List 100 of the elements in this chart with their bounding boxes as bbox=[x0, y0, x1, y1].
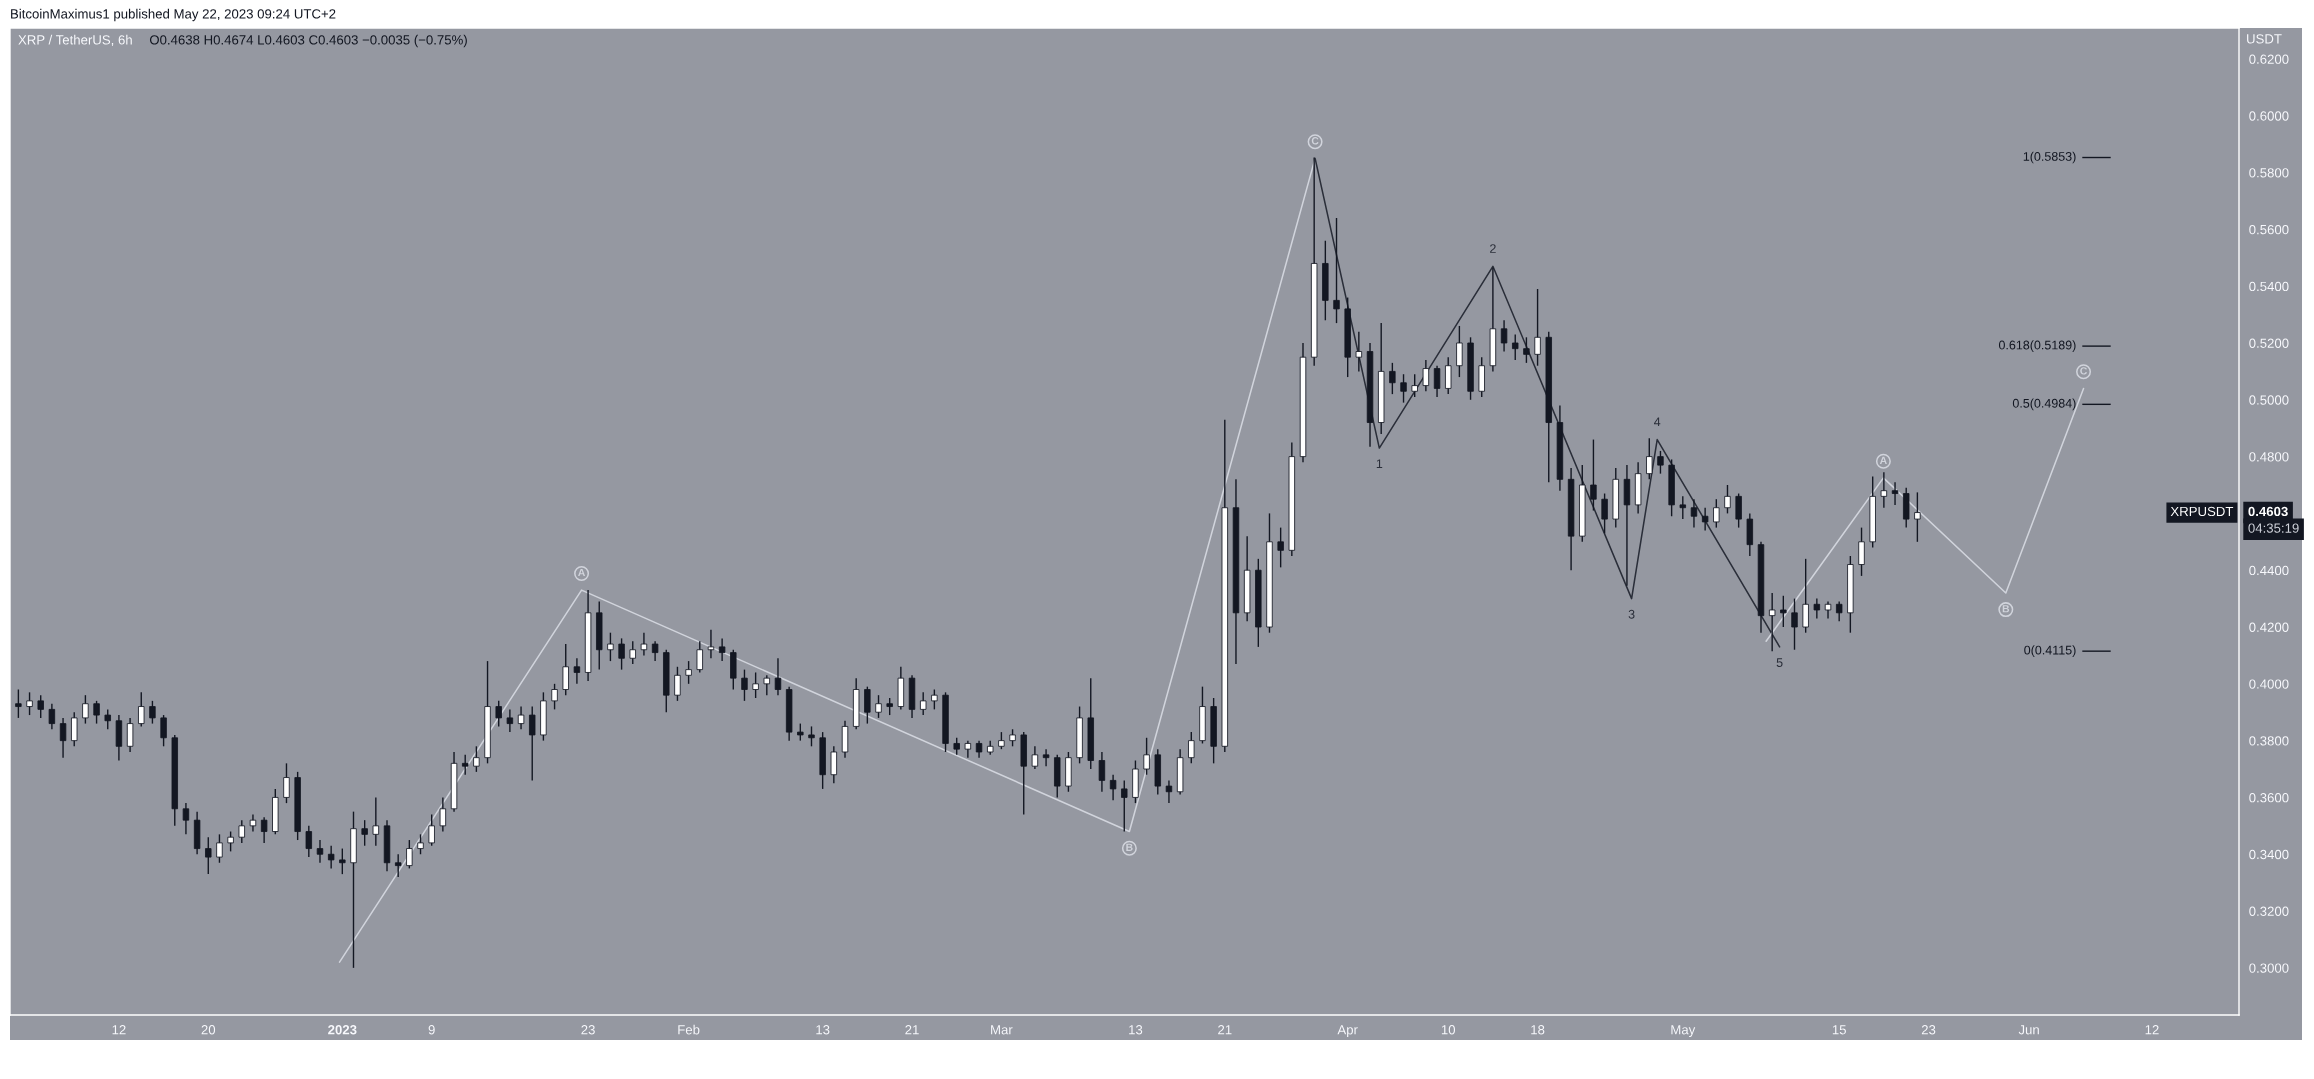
candlestick bbox=[573, 657, 581, 685]
candlestick bbox=[1768, 592, 1776, 652]
y-tick-label: 0.3000 bbox=[2249, 963, 2289, 973]
candlestick bbox=[1456, 325, 1463, 378]
candlestick bbox=[305, 825, 313, 858]
x-tick-label: 18 bbox=[1531, 1025, 1545, 1035]
candlestick bbox=[216, 833, 223, 864]
candlestick bbox=[227, 830, 234, 853]
candlestick bbox=[283, 762, 290, 804]
candlestick bbox=[1098, 751, 1106, 793]
line-series bbox=[1314, 157, 1781, 648]
candlestick bbox=[1389, 362, 1396, 395]
y-tick-label: 0.3800 bbox=[2249, 736, 2289, 746]
candlestick bbox=[718, 637, 726, 662]
annotation: 3 bbox=[1628, 609, 1635, 619]
candlestick bbox=[59, 717, 67, 759]
candlestick bbox=[26, 691, 33, 716]
annotation: 5 bbox=[1776, 658, 1783, 667]
y-tick-label: 0.5000 bbox=[2249, 395, 2289, 405]
candlestick bbox=[1735, 492, 1742, 529]
text: 04:35:19 bbox=[2248, 523, 2299, 533]
candlestick bbox=[495, 700, 502, 728]
candlestick bbox=[417, 833, 424, 855]
annotation: 1 bbox=[1376, 459, 1383, 468]
chart-subtitle: O0.4638 H0.4674 L0.4603 C0.4603 −0.0035 (−0.75%) bbox=[149, 34, 467, 48]
candlestick bbox=[1121, 779, 1128, 833]
candlestick bbox=[1031, 745, 1039, 770]
candlestick bbox=[506, 708, 514, 733]
chart-title: XRP / TetherUS, 6h bbox=[18, 34, 132, 47]
x-tick-label: 21 bbox=[1218, 1025, 1232, 1035]
x-tick-label: Apr bbox=[1337, 1025, 1358, 1038]
candlestick bbox=[1445, 356, 1452, 395]
legend-label: XRPUSDT bbox=[2170, 506, 2234, 517]
candlestick bbox=[394, 853, 402, 878]
candlestick bbox=[126, 717, 134, 753]
x-tick-label: Jun bbox=[2018, 1025, 2039, 1035]
candlestick bbox=[875, 694, 882, 719]
candlestick bbox=[1400, 373, 1407, 404]
candlestick bbox=[93, 700, 100, 725]
candlestick bbox=[82, 694, 89, 725]
candlestick bbox=[1512, 333, 1519, 361]
candlestick bbox=[1690, 498, 1698, 529]
candlestick bbox=[674, 666, 681, 702]
candlestick bbox=[741, 668, 748, 702]
candlestick bbox=[1534, 288, 1541, 367]
x-tick-label: 15 bbox=[1832, 1025, 1846, 1035]
candlestick bbox=[182, 802, 190, 836]
candlestick bbox=[316, 839, 324, 864]
candlestick bbox=[1880, 471, 1888, 509]
candlestick bbox=[696, 640, 703, 674]
annotation: C bbox=[1311, 137, 1319, 145]
candlestick bbox=[562, 643, 569, 696]
candlestick bbox=[1422, 359, 1430, 392]
candlestick bbox=[1333, 217, 1340, 324]
annotation: A bbox=[1879, 456, 1887, 464]
ref-line-label: 1(0.5853) bbox=[2023, 151, 2076, 164]
candlestick bbox=[15, 688, 22, 719]
candlestick bbox=[1724, 484, 1731, 515]
candlestick bbox=[1277, 526, 1284, 569]
y-tick-label: 0.6000 bbox=[2249, 111, 2289, 121]
y-tick-label: 0.5600 bbox=[2249, 224, 2289, 235]
candlestick bbox=[517, 705, 525, 730]
candlestick bbox=[428, 813, 435, 847]
candlestick bbox=[149, 700, 156, 725]
candlestick bbox=[808, 725, 815, 748]
candlestick bbox=[830, 745, 838, 784]
x-tick-label: May bbox=[1671, 1025, 1696, 1038]
candlestick bbox=[551, 683, 558, 711]
y-tick-label: 0.5200 bbox=[2249, 338, 2289, 348]
candlestick bbox=[1914, 491, 1921, 543]
candlestick bbox=[1523, 336, 1530, 364]
annotation: 4 bbox=[1654, 417, 1661, 427]
candlestick bbox=[1601, 492, 1608, 534]
candlestick bbox=[774, 657, 782, 696]
annotation: B bbox=[2002, 605, 2010, 613]
candlestick bbox=[864, 685, 871, 725]
y-tick-label: 0.5400 bbox=[2249, 281, 2289, 292]
x-tick-label: 13 bbox=[816, 1025, 830, 1035]
candlestick bbox=[1780, 595, 1787, 628]
candlestick bbox=[372, 796, 380, 847]
y-tick-label: 0.6200 bbox=[2249, 54, 2289, 64]
candlestick bbox=[1713, 498, 1720, 529]
candlestick bbox=[1165, 779, 1173, 804]
candlestick bbox=[651, 640, 659, 662]
candlestick bbox=[1109, 774, 1117, 801]
x-tick-label: 23 bbox=[1921, 1025, 1936, 1035]
y-tick-label: 0.4200 bbox=[2249, 622, 2289, 632]
candlestick bbox=[763, 674, 771, 696]
candlestick bbox=[461, 754, 469, 776]
candlestick bbox=[260, 816, 268, 844]
candlestick bbox=[339, 847, 346, 875]
x-tick-label: 13 bbox=[1129, 1025, 1143, 1035]
candlestick bbox=[1835, 600, 1843, 623]
x-tick-label: Mar bbox=[991, 1025, 1013, 1035]
candlestick bbox=[238, 819, 245, 844]
candlestick bbox=[1891, 481, 1899, 506]
candlestick bbox=[1042, 748, 1050, 767]
candlestick bbox=[607, 632, 614, 662]
annotation: B bbox=[1126, 843, 1133, 851]
x-tick-label: 9 bbox=[428, 1025, 435, 1035]
